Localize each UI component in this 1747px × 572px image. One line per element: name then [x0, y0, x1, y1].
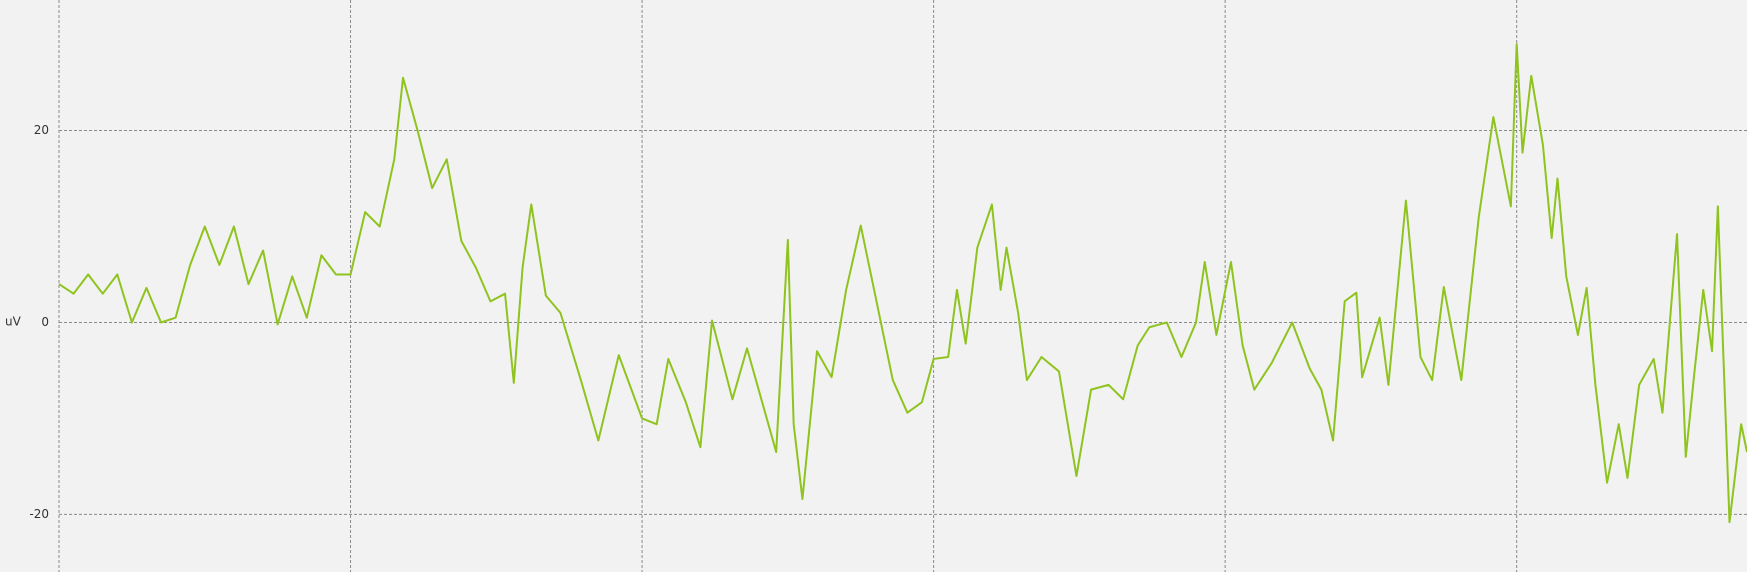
- y-axis-label: uV: [5, 315, 22, 329]
- y-tick-label: 0: [41, 315, 49, 329]
- y-tick-label: -20: [29, 507, 49, 521]
- signal-line: [58, 43, 1747, 524]
- y-tick-label: 20: [34, 123, 49, 137]
